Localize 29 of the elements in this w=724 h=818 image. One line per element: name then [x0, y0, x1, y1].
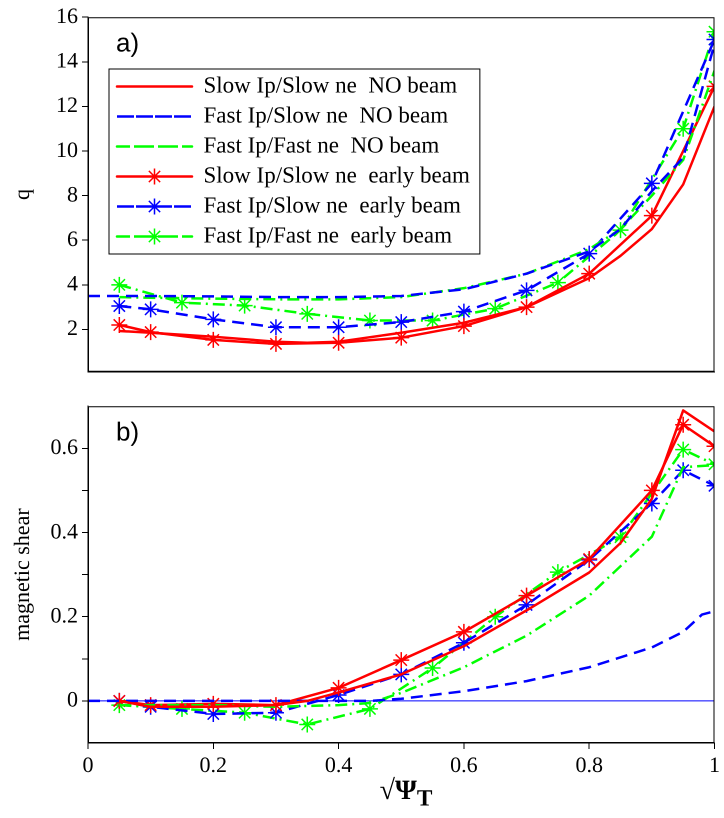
legend-label: Slow Ip/Slow ne NO beam — [204, 72, 458, 98]
y-tick-label: 4 — [67, 270, 78, 296]
x-tick-label: 0.6 — [450, 752, 478, 777]
y-axis-title: magnetic shear — [8, 508, 34, 641]
y-axis-title: q — [8, 189, 34, 200]
x-tick-label: 0.2 — [200, 752, 228, 777]
x-tick-label: 0 — [82, 752, 94, 777]
legend-label: Slow Ip/Slow ne early beam — [204, 162, 470, 188]
x-tick-label: 1 — [709, 752, 720, 777]
y-tick-label: 0.4 — [50, 518, 78, 544]
legend-label: Fast Ip/Fast ne early beam — [204, 222, 452, 248]
y-tick-label: 10 — [56, 136, 78, 162]
x-tick-label: 0.8 — [575, 752, 603, 777]
y-tick-label: 0.6 — [50, 434, 78, 460]
annotation: a) — [116, 27, 140, 58]
y-tick-label: 0.2 — [50, 602, 78, 628]
legend-label: Fast Ip/Slow ne NO beam — [204, 102, 448, 128]
y-tick-label: 12 — [56, 92, 78, 118]
x-axis-title: √Ψ$_{T}$ — [378, 775, 434, 813]
legend-label: Fast Ip/Fast ne NO beam — [204, 132, 440, 158]
y-tick-label: 16 — [56, 2, 78, 28]
y-tick-label: 8 — [67, 181, 78, 206]
y-tick-label: 0 — [67, 686, 78, 712]
y-tick-label: 14 — [56, 48, 78, 73]
x-tick-label: 0.4 — [324, 752, 352, 777]
annotation: b) — [116, 416, 140, 446]
y-tick-label: 6 — [67, 226, 78, 251]
y-tick-label: 2 — [67, 315, 78, 340]
legend-label: Fast Ip/Slow ne early beam — [204, 192, 462, 218]
